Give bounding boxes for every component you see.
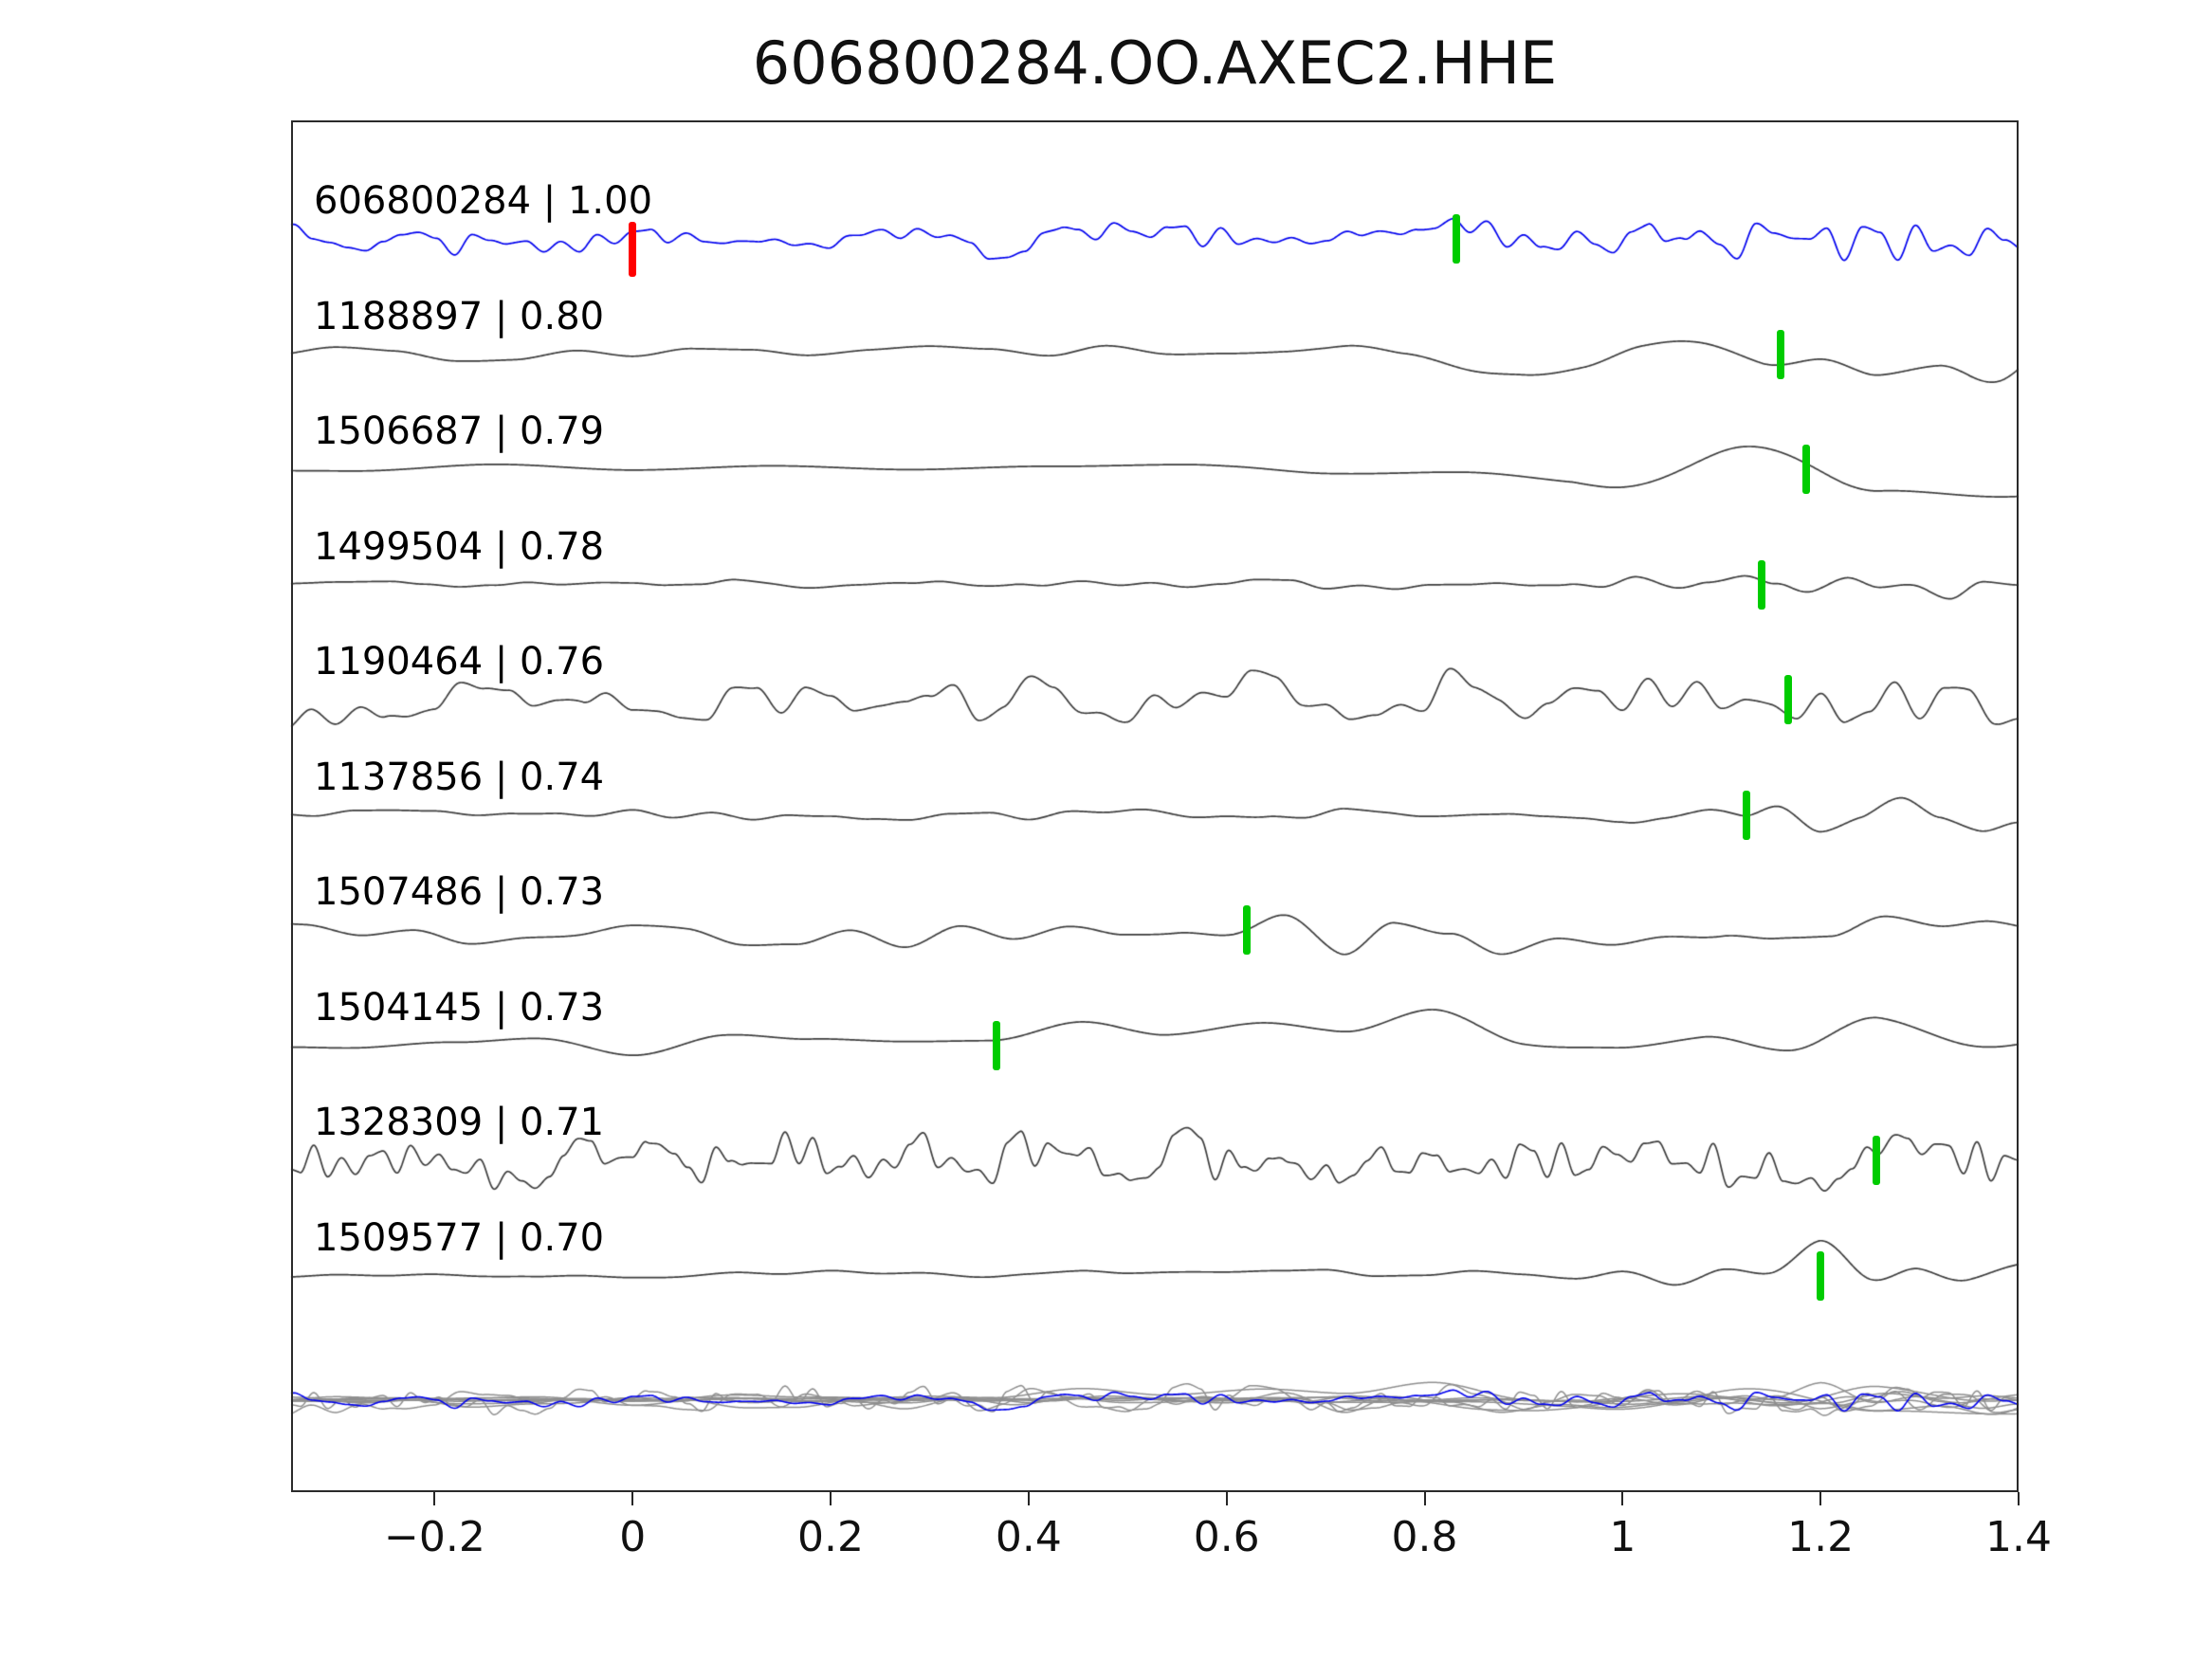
x-tick-label: 0.8 xyxy=(1391,1513,1458,1561)
plot-border xyxy=(291,120,2019,1492)
green-pick-marker xyxy=(1757,559,1765,610)
trace-label: 1190464 | 0.76 xyxy=(314,640,605,684)
x-tick-label: −0.2 xyxy=(383,1513,485,1561)
x-axis-tick xyxy=(1621,1492,1624,1505)
trace-label: 1328309 | 0.71 xyxy=(314,1101,605,1144)
trace-label: 1499504 | 0.78 xyxy=(314,524,605,569)
x-tick-label: 1 xyxy=(1609,1513,1636,1561)
green-pick-marker xyxy=(1777,329,1785,379)
x-axis-tick xyxy=(2018,1492,2020,1505)
green-pick-marker xyxy=(1801,445,1810,494)
x-tick-label: 0 xyxy=(619,1513,647,1561)
green-pick-marker xyxy=(1742,790,1750,840)
x-axis-tick xyxy=(1027,1492,1030,1505)
x-tick-label: 0.6 xyxy=(1193,1513,1260,1561)
x-tick-label: 1.2 xyxy=(1787,1513,1855,1561)
x-axis-tick xyxy=(433,1492,436,1505)
x-axis-tick xyxy=(830,1492,832,1505)
trace-label: 1137856 | 0.74 xyxy=(314,755,605,799)
green-pick-marker xyxy=(1452,214,1460,264)
x-axis-tick xyxy=(1225,1492,1228,1505)
page-title: 606800284.OO.AXEC2.HHE xyxy=(752,28,1558,98)
green-pick-marker xyxy=(1872,1136,1880,1185)
trace-label: 1509577 | 0.70 xyxy=(314,1215,605,1260)
trace-label: 1506687 | 0.79 xyxy=(314,410,605,453)
x-tick-label: 1.4 xyxy=(1985,1513,2052,1561)
green-pick-marker xyxy=(1817,1250,1825,1301)
x-tick-label: 0.2 xyxy=(797,1513,865,1561)
green-pick-marker xyxy=(993,1020,1001,1070)
trace-label: 606800284 | 1.00 xyxy=(314,179,653,223)
x-axis-tick xyxy=(1819,1492,1822,1505)
red-pick-marker xyxy=(629,222,637,277)
trace-label: 1188897 | 0.80 xyxy=(314,294,605,338)
green-pick-marker xyxy=(1242,905,1251,955)
x-axis-tick xyxy=(1423,1492,1426,1505)
trace-label: 1507486 | 0.73 xyxy=(314,870,605,914)
green-pick-marker xyxy=(1783,675,1792,724)
trace-label: 1504145 | 0.73 xyxy=(314,985,605,1030)
x-axis-tick xyxy=(631,1492,634,1505)
x-tick-label: 0.4 xyxy=(995,1513,1062,1561)
